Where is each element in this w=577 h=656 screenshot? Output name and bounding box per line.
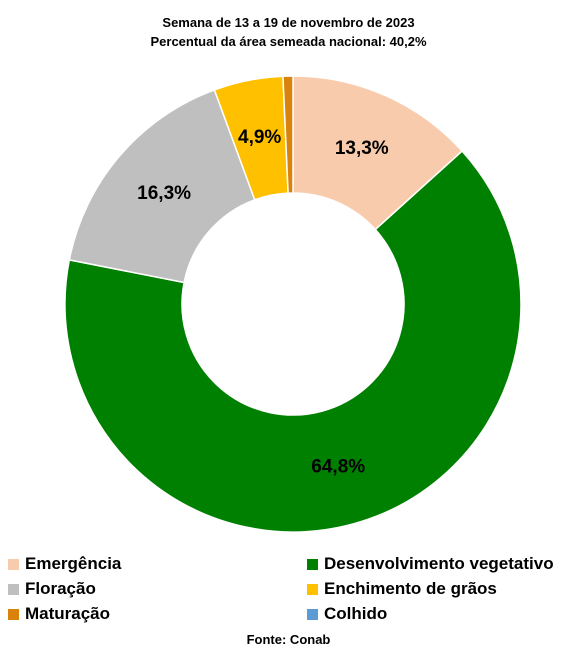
chart-title: Semana de 13 a 19 de novembro de 2023 xyxy=(162,15,415,30)
legend-label: Desenvolvimento vegetativo xyxy=(324,554,554,573)
legend-swatch xyxy=(8,558,19,570)
slice-maturacao xyxy=(282,75,294,194)
legend-label: Emergência xyxy=(25,554,122,573)
slice-emergencia xyxy=(292,75,464,231)
slice-floracao xyxy=(68,89,256,284)
legend-swatch xyxy=(307,583,318,595)
legend-swatch xyxy=(307,608,318,620)
legend-item-emergencia: Emergência xyxy=(8,553,121,575)
data-label: 64,8% xyxy=(311,456,365,477)
source-note: Fonte: Conab xyxy=(246,632,331,647)
chart-subtitle: Percentual da área semeada nacional: 40,… xyxy=(150,34,427,49)
legend-swatch xyxy=(307,558,318,570)
data-label: 13,3% xyxy=(335,138,389,159)
legend-label: Floração xyxy=(25,579,96,598)
legend-label: Maturação xyxy=(25,604,111,623)
legend-swatch xyxy=(8,608,19,620)
chart-legend: Emergência Desenvolvimento vegetativo Fl… xyxy=(0,553,577,625)
slice-desenvolvimento-vegetativo xyxy=(64,150,522,533)
legend-item-floracao: Floração xyxy=(8,578,96,600)
legend-item-colhido: Colhido xyxy=(307,603,387,625)
data-label: 16,3% xyxy=(137,183,191,204)
legend-item-enchimento-de-graos: Enchimento de grãos xyxy=(307,578,497,600)
donut-chart: 13,3% 64,8% 16,3% 4,9% xyxy=(64,75,522,533)
legend-swatch xyxy=(8,583,19,595)
legend-label: Colhido xyxy=(324,604,388,623)
legend-item-maturacao: Maturação xyxy=(8,603,110,625)
legend-label: Enchimento de grãos xyxy=(324,579,497,598)
data-label: 4,9% xyxy=(238,127,281,148)
legend-item-desenvolvimento-vegetativo: Desenvolvimento vegetativo xyxy=(307,553,554,575)
